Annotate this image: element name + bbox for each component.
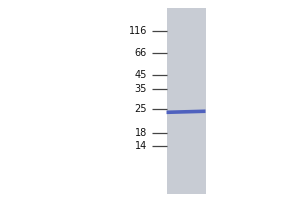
Text: 35: 35 (135, 84, 147, 94)
Bar (167, 8, 206, 194)
Text: 66: 66 (135, 48, 147, 58)
Text: 18: 18 (135, 128, 147, 138)
Text: 14: 14 (135, 141, 147, 151)
Text: 45: 45 (135, 70, 147, 80)
Text: 116: 116 (129, 26, 147, 36)
Text: 25: 25 (134, 104, 147, 114)
Polygon shape (167, 109, 206, 114)
